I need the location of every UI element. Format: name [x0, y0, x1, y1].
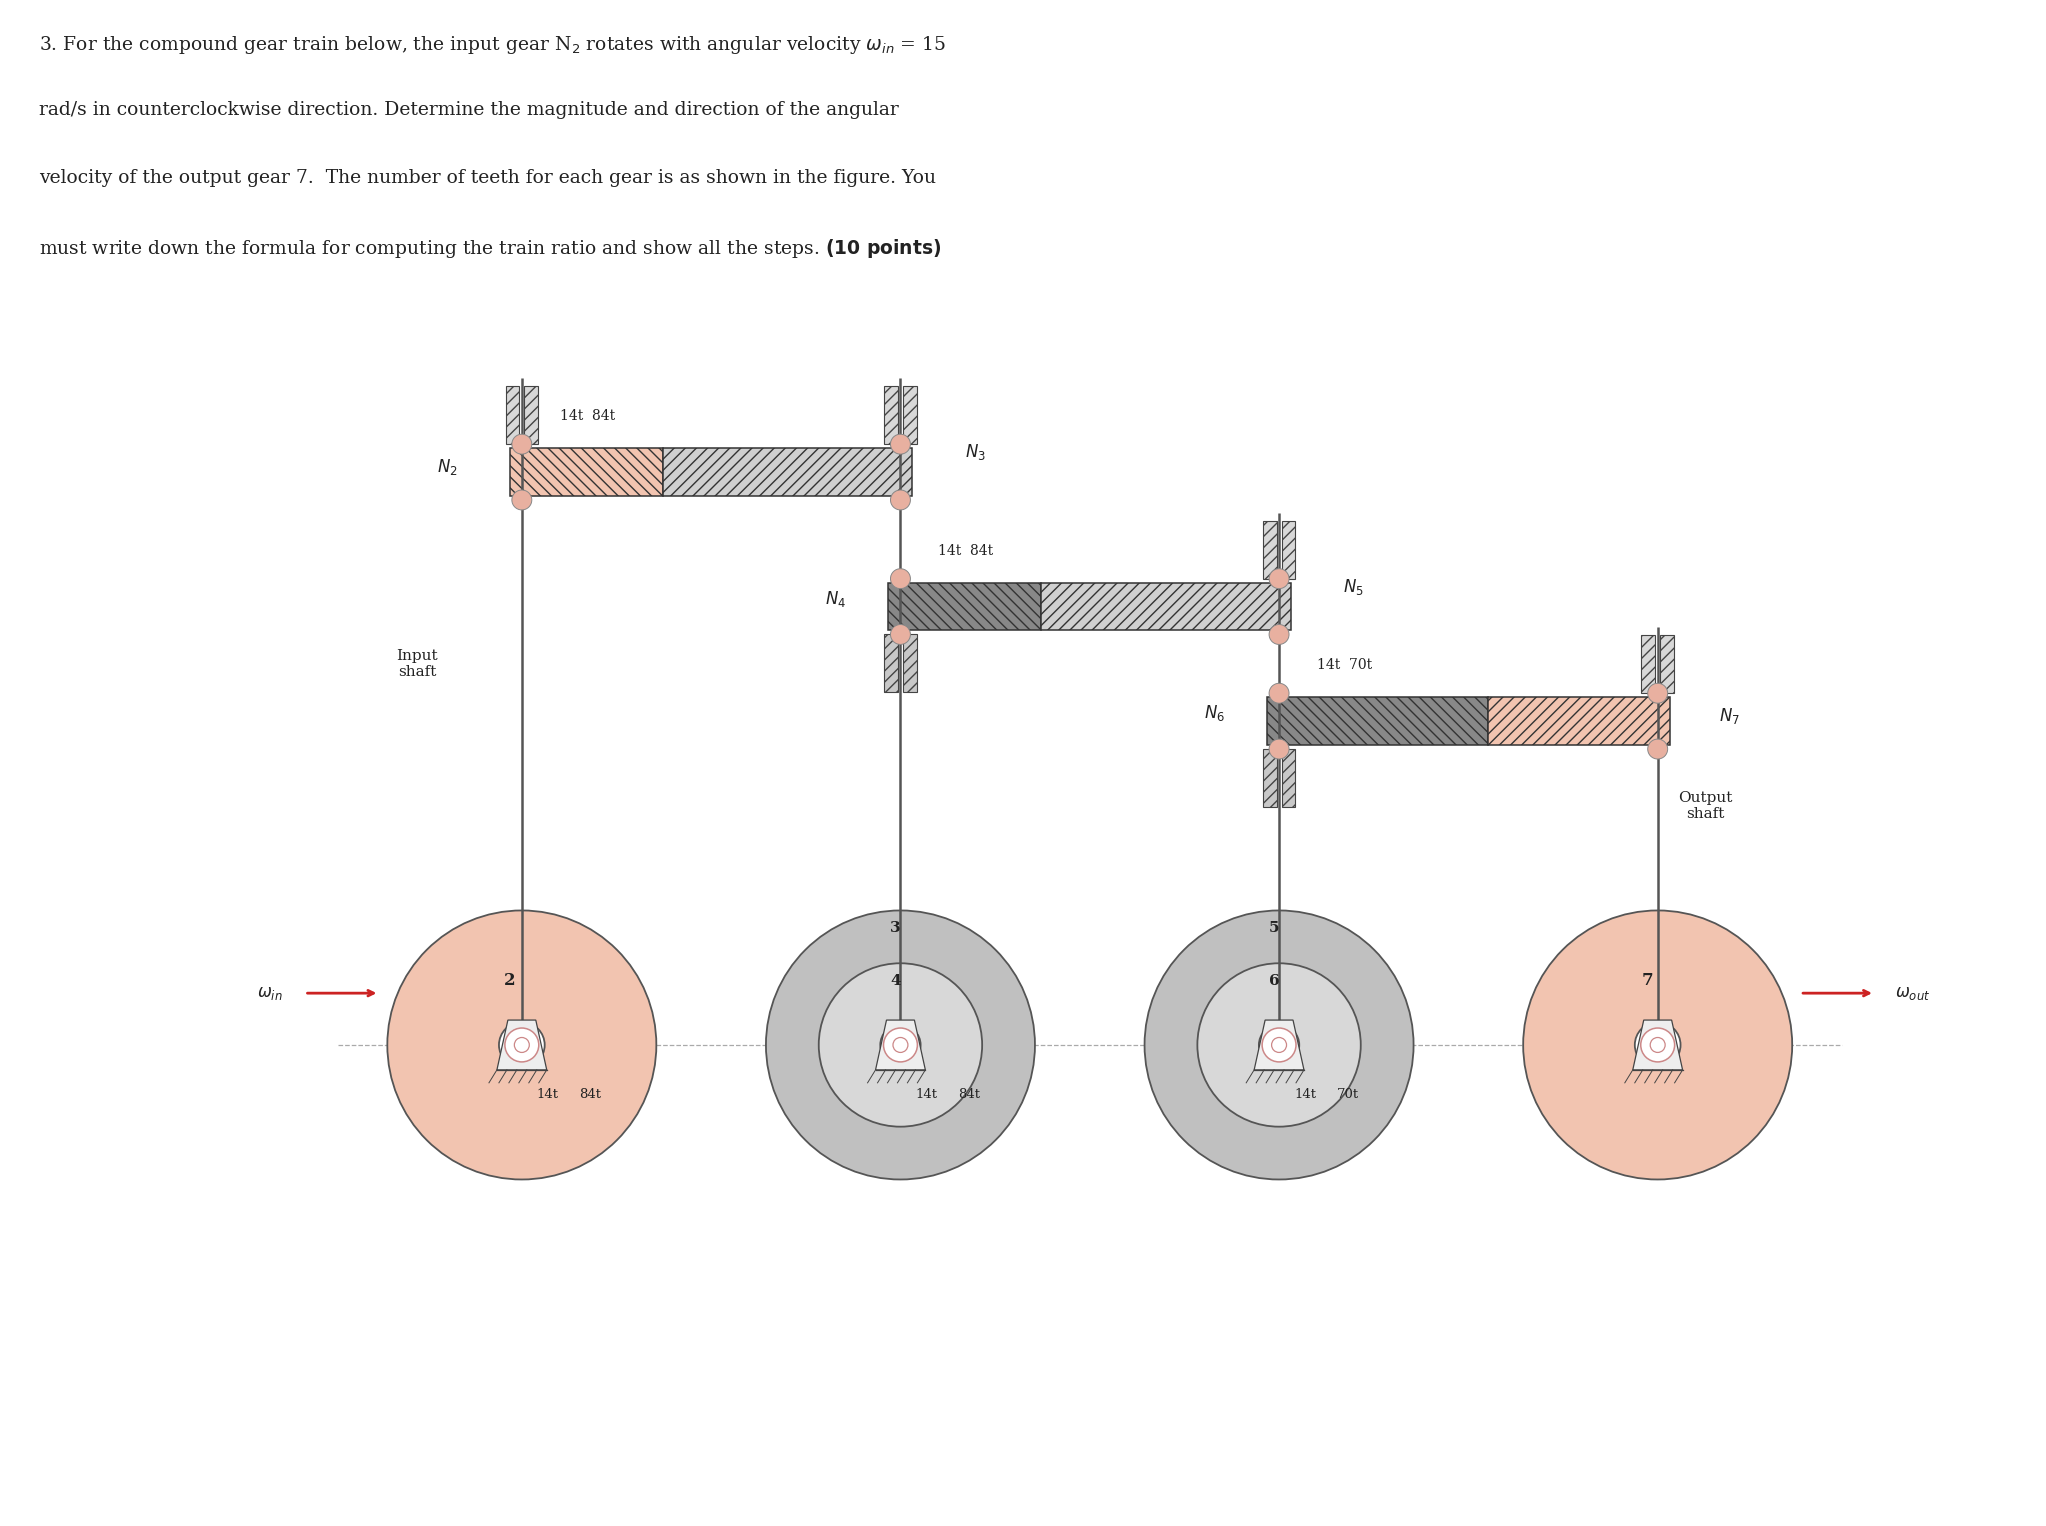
- Text: 70t: 70t: [1336, 1088, 1359, 1102]
- Circle shape: [1635, 1022, 1680, 1068]
- Circle shape: [818, 963, 982, 1126]
- Circle shape: [499, 1022, 544, 1068]
- Circle shape: [1197, 963, 1361, 1126]
- Text: 14t  84t: 14t 84t: [939, 543, 994, 559]
- Circle shape: [1258, 1025, 1299, 1065]
- Circle shape: [765, 911, 1035, 1180]
- Bar: [509, 449, 663, 496]
- Circle shape: [1264, 1030, 1295, 1061]
- Text: 6: 6: [1269, 974, 1279, 989]
- Bar: [902, 635, 917, 693]
- Bar: [884, 386, 898, 444]
- Bar: [1659, 635, 1674, 693]
- Circle shape: [1647, 684, 1667, 703]
- Text: 14t: 14t: [915, 1088, 937, 1102]
- Circle shape: [1269, 624, 1289, 644]
- Bar: [1041, 583, 1291, 630]
- Bar: [524, 386, 538, 444]
- Bar: [1641, 635, 1655, 693]
- Bar: [505, 386, 520, 444]
- Circle shape: [1269, 684, 1289, 703]
- Bar: [1262, 520, 1277, 578]
- Polygon shape: [876, 1019, 925, 1070]
- Circle shape: [890, 624, 910, 644]
- Text: $\omega_{in}$: $\omega_{in}$: [258, 984, 282, 1001]
- Text: rad/s in counterclockwise direction. Determine the magnitude and direction of th: rad/s in counterclockwise direction. Det…: [39, 101, 898, 119]
- Bar: [902, 386, 917, 444]
- Text: 14t: 14t: [536, 1088, 559, 1102]
- Circle shape: [1269, 739, 1289, 758]
- Circle shape: [892, 1038, 908, 1053]
- Polygon shape: [497, 1019, 546, 1070]
- Polygon shape: [1254, 1019, 1303, 1070]
- Circle shape: [387, 911, 657, 1180]
- Circle shape: [890, 490, 910, 510]
- Circle shape: [512, 490, 532, 510]
- Circle shape: [1641, 1029, 1674, 1062]
- Circle shape: [886, 1030, 917, 1061]
- Text: 5: 5: [1269, 922, 1279, 935]
- Bar: [888, 583, 1041, 630]
- Circle shape: [514, 1038, 530, 1053]
- Circle shape: [890, 435, 910, 455]
- Text: $N_3$: $N_3$: [966, 443, 986, 462]
- Text: 7: 7: [1641, 972, 1653, 989]
- Text: 3. For the compound gear train below, the input gear N$_2$ rotates with angular : 3. For the compound gear train below, th…: [39, 34, 945, 55]
- Polygon shape: [1633, 1019, 1682, 1070]
- Circle shape: [890, 569, 910, 589]
- Text: $N_5$: $N_5$: [1344, 577, 1365, 597]
- Text: must write down the formula for computing the train ratio and show all the steps: must write down the formula for computin…: [39, 237, 941, 259]
- Bar: [1281, 520, 1295, 578]
- Text: 2: 2: [503, 972, 516, 989]
- Circle shape: [1651, 1038, 1665, 1053]
- Bar: [1489, 697, 1670, 745]
- Text: Output
shaft: Output shaft: [1678, 790, 1733, 821]
- Circle shape: [512, 435, 532, 455]
- Text: 84t: 84t: [579, 1088, 602, 1102]
- Text: 3: 3: [890, 922, 900, 935]
- Text: $N_7$: $N_7$: [1719, 707, 1739, 726]
- Text: $\omega_{out}$: $\omega_{out}$: [1895, 984, 1931, 1001]
- Circle shape: [880, 1025, 921, 1065]
- Circle shape: [1262, 1029, 1295, 1062]
- Text: 14t: 14t: [1293, 1088, 1316, 1102]
- Circle shape: [884, 1029, 917, 1062]
- Bar: [1262, 749, 1277, 807]
- Circle shape: [505, 1029, 538, 1062]
- Bar: [1266, 697, 1489, 745]
- Text: $N_2$: $N_2$: [436, 458, 458, 478]
- Text: 14t  84t: 14t 84t: [561, 409, 614, 423]
- Bar: [884, 635, 898, 693]
- Text: 14t  70t: 14t 70t: [1318, 658, 1373, 673]
- Text: $N_4$: $N_4$: [825, 589, 847, 609]
- Circle shape: [1269, 569, 1289, 589]
- Circle shape: [1144, 911, 1414, 1180]
- Text: $N_6$: $N_6$: [1203, 703, 1226, 723]
- Bar: [663, 449, 913, 496]
- Text: velocity of the output gear 7.  The number of teeth for each gear is as shown in: velocity of the output gear 7. The numbe…: [39, 169, 935, 188]
- Circle shape: [1522, 911, 1792, 1180]
- Bar: [1281, 749, 1295, 807]
- Text: 84t: 84t: [958, 1088, 980, 1102]
- Text: 4: 4: [890, 974, 900, 989]
- Text: Input
shaft: Input shaft: [397, 649, 438, 679]
- Circle shape: [1647, 739, 1667, 758]
- Circle shape: [1273, 1038, 1287, 1053]
